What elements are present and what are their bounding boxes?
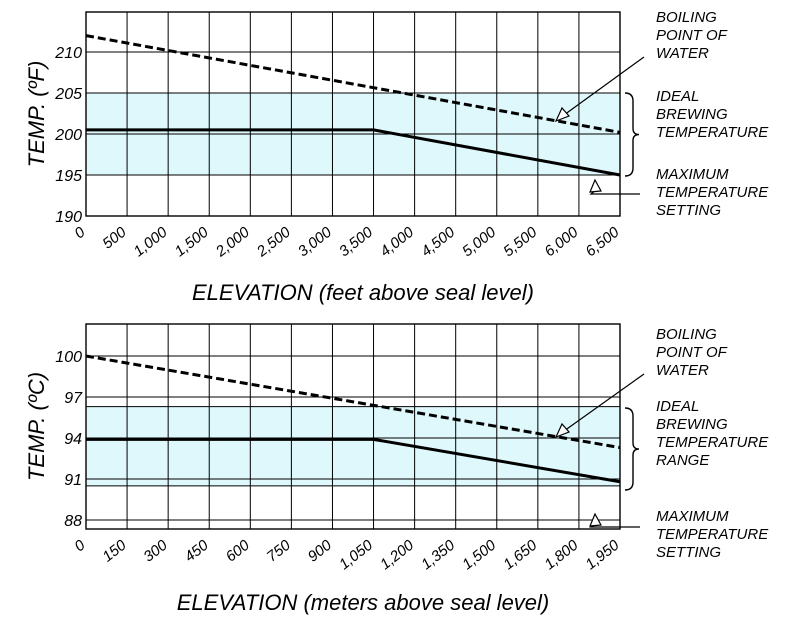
x-tick-label: 2,000 [212,223,253,261]
x-tick-label: 1,800 [541,536,582,573]
x-tick-label: 2,500 [253,223,294,261]
x-axis-label: ELEVATION (meters above seal level) [177,590,550,615]
x-tick-label: 0 [71,223,89,242]
range-brace [624,407,640,491]
arrow-head-icon [554,106,571,123]
y-tick-label: 97 [64,390,83,407]
range-brace [624,92,640,177]
x-tick-label: 600 [223,536,254,565]
y-tick-label: 91 [64,472,82,489]
arrow-head-icon [554,422,571,439]
boiling-point-arrow [563,56,645,116]
x-tick-label: 0 [71,536,89,555]
ideal-range-annotation: IDEAL BREWING TEMPERATURE [656,88,769,141]
y-tick-label: 200 [54,127,82,144]
x-tick-label: 5,000 [459,223,500,260]
x-tick-label: 6,000 [541,223,582,260]
x-tick-label: 900 [305,536,336,565]
y-axis-label: TEMP. (ºC) [24,372,49,481]
x-tick-label: 1,650 [500,536,541,573]
x-tick-label: 6,500 [582,223,623,260]
x-tick-label: 1,500 [172,223,213,260]
y-axis-label: TEMP. (ºF) [24,61,49,168]
y-tick-label: 88 [64,513,82,530]
ideal-brewing-band [86,406,620,486]
x-tick-label: 3,000 [295,223,336,260]
y-tick-label: 100 [55,349,82,366]
x-axis-label: ELEVATION (feet above seal level) [192,280,534,305]
max-temperature-annotation: MAXIMUM TEMPERATURE SETTING [656,166,769,219]
x-tick-label: 4,500 [418,223,459,260]
max-temperature-line [86,437,621,484]
x-tick-label: 1,050 [336,536,377,573]
arrow-head-icon [589,512,602,527]
boiling-point-line [85,34,621,134]
x-tick-label: 1,350 [418,536,459,573]
x-tick-label: 3,500 [336,223,377,260]
x-tick-label: 150 [99,536,130,565]
x-tick-label: 5,500 [500,223,541,260]
x-tick-label: 1,950 [582,536,623,573]
x-tick-label: 1,200 [377,536,418,573]
max-temperature-line [86,128,621,177]
y-tick-label: 195 [55,168,82,185]
x-tick-label: 4,000 [377,223,418,260]
plot-frame [85,11,621,217]
boiling-point-annotation: BOILING POINT OF WATER [656,9,728,62]
x-tick-label: 750 [264,536,295,565]
x-tick-label: 1,500 [459,536,500,573]
y-tick-label: 210 [54,45,82,62]
y-tick-label: 205 [54,86,82,103]
y-tick-label: 190 [55,209,82,226]
boiling-point-annotation: BOILING POINT OF WATER [656,326,728,379]
boiling-point-arrow [563,373,645,432]
ideal-range-annotation: IDEAL BREWING TEMPERATURE RANGE [656,398,769,469]
x-tick-label: 500 [99,223,130,252]
chart-panel-2: 88 91 94 97 100 0 150 300 450 600 750 900 1,050 1,200… [24,323,769,615]
arrow-head-icon [589,178,602,193]
x-tick-label: 1,000 [131,223,172,260]
max-temperature-annotation: MAXIMUM TEMPERATURE SETTING [656,508,769,561]
x-tick-label: 300 [140,536,171,565]
plot-frame [85,323,621,530]
boiling-point-line [85,354,621,450]
y-tick-label: 94 [64,431,82,448]
x-tick-label: 450 [182,536,213,565]
